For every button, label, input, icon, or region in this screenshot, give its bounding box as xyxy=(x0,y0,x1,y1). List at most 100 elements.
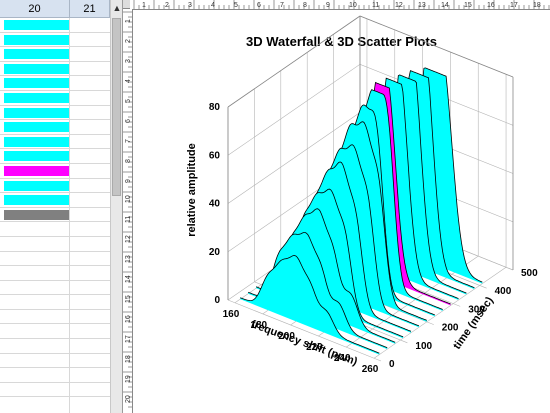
sheet-row[interactable] xyxy=(0,91,110,106)
sheet-row[interactable] xyxy=(0,310,110,325)
sheet-row[interactable] xyxy=(0,324,110,340)
colored-cell[interactable] xyxy=(4,151,69,162)
ruler-label: 9 xyxy=(125,179,132,183)
ruler-label: 1 xyxy=(125,19,132,23)
sheet-row[interactable] xyxy=(0,281,110,296)
sheet-row[interactable] xyxy=(0,339,110,354)
tick-labels: 0 20 40 60 80 160 180 200 220 240 260 0 100 200 300 400… xyxy=(209,102,538,375)
sheet-row[interactable] xyxy=(0,208,110,223)
graph-page[interactable]: 3D Waterfall & 3D Scatter Plots 0 20 40 60 8… xyxy=(133,10,550,413)
ruler-label: 8 xyxy=(125,159,132,163)
sheet-row[interactable] xyxy=(0,120,110,135)
sheet-row[interactable] xyxy=(0,135,110,150)
ruler-label: 11 xyxy=(372,2,379,9)
ruler-label: 17 xyxy=(125,335,132,343)
ruler-label: 7 xyxy=(125,139,132,143)
sheet-row[interactable] xyxy=(0,62,110,77)
vertical-scrollbar[interactable]: ▲ xyxy=(110,0,122,413)
ruler-label: 4 xyxy=(125,79,132,83)
x-tick-label: 180 xyxy=(250,320,267,331)
ruler-label: 16 xyxy=(487,2,495,9)
sheet-row[interactable] xyxy=(0,295,110,310)
colored-cell[interactable] xyxy=(4,49,69,60)
sheet-row[interactable] xyxy=(0,383,110,398)
x-tick-label: 220 xyxy=(306,342,323,353)
ruler-label: 18 xyxy=(125,355,132,363)
graph-title: 3D Waterfall & 3D Scatter Plots xyxy=(246,34,437,49)
waterfall-curve xyxy=(240,255,380,354)
waterfall-area xyxy=(240,255,380,355)
colored-cell[interactable] xyxy=(4,122,69,133)
sheet-row[interactable] xyxy=(0,266,110,281)
scroll-up-arrow-icon[interactable]: ▲ xyxy=(112,3,122,13)
worksheet-pane[interactable]: 20 21 ▲ xyxy=(0,0,123,413)
sheet-row[interactable] xyxy=(0,106,110,121)
ruler-label: 5 xyxy=(125,99,132,103)
axis-frame xyxy=(227,15,361,108)
ruler-label: 2 xyxy=(125,39,132,43)
ruler-label: 10 xyxy=(349,2,357,9)
sheet-row[interactable] xyxy=(0,193,110,208)
ruler-label: 19 xyxy=(125,375,132,383)
sheet-row[interactable] xyxy=(0,33,110,48)
ruler-label: 1 xyxy=(142,2,146,9)
y-tick-label: 100 xyxy=(415,341,432,352)
z-tick-label: 40 xyxy=(209,199,221,210)
ruler-label: 2 xyxy=(165,2,169,9)
sheet-row[interactable] xyxy=(0,368,110,383)
sheet-row[interactable] xyxy=(0,179,110,194)
sheet-row[interactable] xyxy=(0,76,110,91)
colored-cell[interactable] xyxy=(4,136,69,147)
ruler-label: 5 xyxy=(234,2,238,9)
ruler-label: 3 xyxy=(125,59,132,63)
horizontal-ruler: 1 2 3 4 5 6 7 8 9 10 11 12 13 14 15 16 17 18 xyxy=(130,0,550,10)
sheet-row[interactable] xyxy=(0,252,110,267)
y-tick-label: 500 xyxy=(521,268,538,279)
sheet-row[interactable] xyxy=(0,164,110,179)
gridline xyxy=(373,266,507,359)
colored-cell[interactable] xyxy=(4,78,69,89)
waterfall-area xyxy=(343,67,483,284)
sheet-row[interactable] xyxy=(0,47,110,62)
y-tick-label: 300 xyxy=(468,304,485,315)
ruler-label: 3 xyxy=(188,2,192,9)
y-tick-label: 400 xyxy=(495,286,512,297)
colored-cell[interactable] xyxy=(4,209,69,220)
sheet-row[interactable] xyxy=(0,354,110,369)
column-divider xyxy=(69,18,70,413)
colored-cell[interactable] xyxy=(4,195,69,206)
colored-cell[interactable] xyxy=(4,180,69,191)
ruler-label: 6 xyxy=(125,119,132,123)
colored-cell[interactable] xyxy=(4,20,69,30)
sheet-row[interactable] xyxy=(0,18,110,33)
row-list xyxy=(0,18,110,398)
waterfall-plot[interactable]: 0 20 40 60 80 160 180 200 220 240 260 0 100 200 300 400… xyxy=(133,10,550,413)
axis-frame xyxy=(359,15,514,78)
ruler-label: 13 xyxy=(418,2,426,9)
ruler-label: 13 xyxy=(125,255,132,263)
sheet-row[interactable] xyxy=(0,149,110,164)
z-axis-title: relative amplitude xyxy=(186,143,198,237)
sheet-row[interactable] xyxy=(0,222,110,237)
ruler-label: 6 xyxy=(257,2,261,9)
ruler-label: 20 xyxy=(125,395,132,403)
colored-cell[interactable] xyxy=(4,165,69,176)
scrollbar-thumb[interactable] xyxy=(112,18,121,196)
z-tick-label: 20 xyxy=(209,247,221,258)
ruler-label: 11 xyxy=(125,216,132,223)
z-tick-label: 0 xyxy=(214,295,220,306)
colored-cell[interactable] xyxy=(4,92,69,103)
colored-cell[interactable] xyxy=(4,63,69,74)
colored-cell[interactable] xyxy=(4,34,69,45)
z-tick-label: 60 xyxy=(209,150,221,161)
sheet-row[interactable] xyxy=(0,237,110,252)
x-tick-label: 200 xyxy=(278,331,295,342)
ruler-label: 9 xyxy=(326,2,330,9)
column-header-21[interactable]: 21 xyxy=(70,0,110,18)
column-header-20[interactable]: 20 xyxy=(0,0,70,18)
ruler-label: 15 xyxy=(464,2,472,9)
ruler-label: 14 xyxy=(125,275,132,283)
colored-cell[interactable] xyxy=(4,107,69,118)
x-tick-label: 160 xyxy=(223,309,240,320)
